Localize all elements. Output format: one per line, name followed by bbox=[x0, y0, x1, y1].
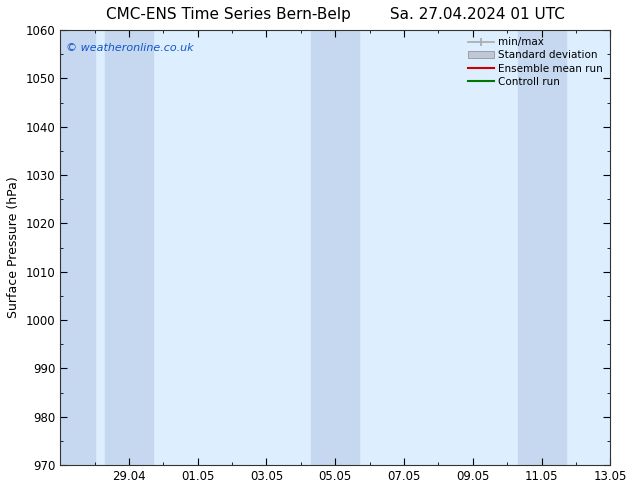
Bar bbox=[60, 30, 94, 465]
Text: © weatheronline.co.uk: © weatheronline.co.uk bbox=[65, 43, 193, 53]
Bar bbox=[105, 30, 153, 465]
Legend: min/max, Standard deviation, Ensemble mean run, Controll run: min/max, Standard deviation, Ensemble me… bbox=[464, 33, 607, 91]
Bar bbox=[517, 30, 566, 465]
Y-axis label: Surface Pressure (hPa): Surface Pressure (hPa) bbox=[7, 177, 20, 318]
Title: CMC-ENS Time Series Bern-Belp        Sa. 27.04.2024 01 UTC: CMC-ENS Time Series Bern-Belp Sa. 27.04.… bbox=[106, 7, 565, 22]
Bar bbox=[311, 30, 359, 465]
